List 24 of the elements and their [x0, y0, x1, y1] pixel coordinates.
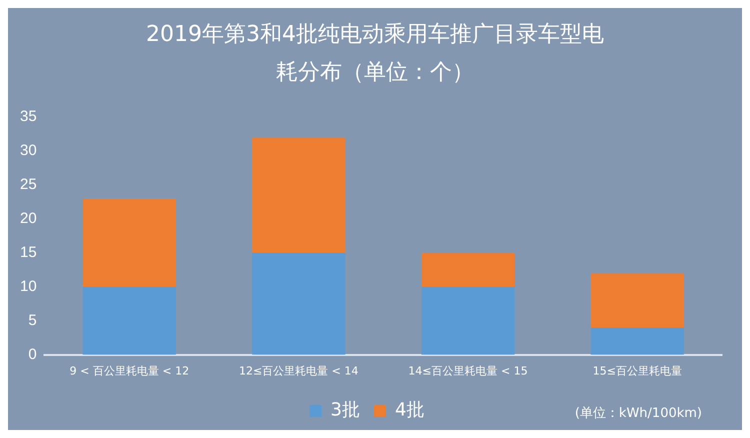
chart-title: 2019年第3和4批纯电动乘用车推广目录车型电耗分布（单位：个）	[145, 21, 605, 87]
y-tick-label: 0	[28, 346, 37, 363]
y-tick-label: 30	[20, 142, 37, 160]
bar	[252, 252, 346, 355]
x-tick-label: 12≤百公里耗电量 < 14	[238, 364, 358, 378]
y-tick-label: 25	[20, 176, 37, 194]
y-tick-label: 20	[20, 210, 37, 228]
y-tick-label: 5	[28, 312, 37, 329]
bar	[590, 273, 684, 328]
bar	[82, 286, 176, 355]
legend-label: 3批	[330, 400, 360, 421]
x-tick-label: 14≤百公里耗电量 < 15	[408, 364, 528, 378]
y-tick-label: 15	[20, 244, 37, 262]
legend-label: 4批	[395, 400, 424, 421]
y-tick-label: 35	[20, 108, 37, 126]
bar	[421, 286, 515, 355]
bar	[252, 137, 346, 253]
bar	[421, 252, 515, 287]
text: (单位：kWh/100km)	[574, 405, 702, 422]
x-tick-label: 15≤百公里耗电量	[592, 364, 682, 378]
x-tick-label: 9 < 百公里耗电量 < 12	[70, 364, 190, 378]
y-tick-label: 10	[20, 278, 37, 295]
bar	[590, 328, 684, 355]
bar	[82, 198, 176, 287]
